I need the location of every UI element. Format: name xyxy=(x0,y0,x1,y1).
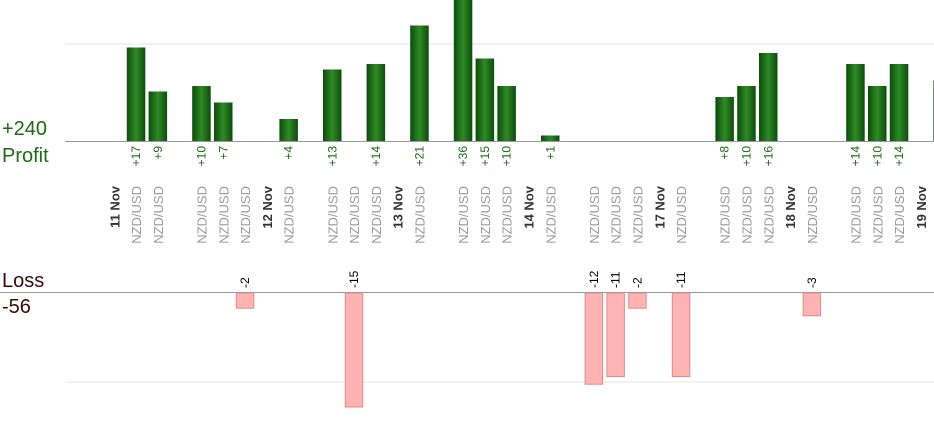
value-label: +10 xyxy=(194,146,208,167)
profit-bar xyxy=(214,102,233,141)
loss-bar xyxy=(671,292,691,378)
value-label: +10 xyxy=(870,146,884,167)
loss-label: Loss xyxy=(2,270,45,292)
pair-label: NZD/USD xyxy=(674,186,689,244)
pair-label: NZD/USD xyxy=(238,186,253,244)
profit-bar xyxy=(192,86,211,141)
profit-bar xyxy=(497,86,516,141)
date-label: 14 Nov xyxy=(521,185,536,228)
value-label: -11 xyxy=(609,271,623,288)
value-label: +14 xyxy=(848,146,862,167)
value-label: +8 xyxy=(718,146,732,160)
profit-bar xyxy=(366,64,386,141)
value-label: +14 xyxy=(892,146,906,167)
profit-bar xyxy=(759,53,778,141)
value-label: +36 xyxy=(456,146,470,167)
date-label: 12 Nov xyxy=(260,185,275,228)
pair-label: NZD/USD xyxy=(369,186,384,244)
value-label: +17 xyxy=(129,146,143,167)
profit-bar xyxy=(715,97,734,141)
value-label: +9 xyxy=(151,146,165,160)
value-label: -12 xyxy=(587,270,601,288)
pair-label: NZD/USD xyxy=(761,186,776,244)
value-label: +13 xyxy=(325,146,339,167)
value-label: -3 xyxy=(805,277,819,288)
value-label: -15 xyxy=(347,270,361,288)
profit-bar xyxy=(846,64,865,141)
value-label: +7 xyxy=(216,146,230,160)
value-label: +16 xyxy=(761,146,775,167)
value-label: +10 xyxy=(739,146,753,167)
loss-bar xyxy=(235,292,255,309)
profit-bar xyxy=(868,86,887,141)
loss-bar xyxy=(344,292,364,408)
value-label: +4 xyxy=(282,146,296,160)
date-label: 13 Nov xyxy=(391,185,406,228)
profit-bar xyxy=(541,135,560,141)
profit-bar xyxy=(148,91,168,141)
pair-label: NZD/USD xyxy=(456,186,471,244)
pair-label: NZD/USD xyxy=(805,186,820,244)
date-label: 19 Nov xyxy=(914,185,929,228)
pair-label: NZD/USD xyxy=(848,186,863,244)
value-label: -2 xyxy=(238,277,252,288)
pair-label: NZD/USD xyxy=(609,186,624,244)
pair-label: NZD/USD xyxy=(587,186,602,244)
profit-total: +240 xyxy=(2,118,48,140)
pair-label: NZD/USD xyxy=(543,186,558,244)
profit-bar xyxy=(126,47,146,141)
pair-label: NZD/USD xyxy=(739,186,754,244)
loss-bar xyxy=(606,292,625,378)
profit-bar xyxy=(410,25,429,141)
pair-label: NZD/USD xyxy=(282,186,297,244)
loss-total: -56 xyxy=(2,296,31,318)
profit-bar xyxy=(279,119,298,141)
profit-bar xyxy=(475,58,495,141)
date-label: 11 Nov xyxy=(107,185,122,228)
axis-lines xyxy=(0,141,934,293)
value-label: +15 xyxy=(478,146,492,167)
value-label: +14 xyxy=(369,146,383,167)
category-labels: 11 Nov 12 Nov 13 Nov 14 Nov 17 Nov 18 Nov 19 N… xyxy=(107,185,929,244)
bars xyxy=(126,0,934,408)
value-label: +10 xyxy=(500,146,514,167)
loss-bar xyxy=(802,292,822,317)
profit-bar xyxy=(453,0,473,141)
pair-label: NZD/USD xyxy=(870,186,885,244)
pair-label: NZD/USD xyxy=(630,186,645,244)
pair-label: NZD/USD xyxy=(151,186,166,244)
value-label: -11 xyxy=(674,271,688,288)
value-label: -2 xyxy=(630,277,644,288)
pair-label: NZD/USD xyxy=(216,186,231,244)
date-label: 17 Nov xyxy=(652,185,667,228)
profit-bar xyxy=(737,86,756,141)
pair-label: NZD/USD xyxy=(718,186,733,244)
loss-bar xyxy=(584,292,604,385)
pair-label: NZD/USD xyxy=(129,186,144,244)
value-labels: +17 +9 +10 +7 -2 +4 +13 -15 +14 +21 +36 +15 +10 +1 -12… xyxy=(129,146,906,288)
profit-label: Profit xyxy=(2,145,49,167)
pair-label: NZD/USD xyxy=(194,186,209,244)
profit-bar xyxy=(323,69,342,141)
pair-label: NZD/USD xyxy=(892,186,907,244)
pair-label: NZD/USD xyxy=(500,186,515,244)
profit-bar xyxy=(889,64,909,141)
pair-label: NZD/USD xyxy=(325,186,340,244)
pair-label: NZD/USD xyxy=(412,186,427,244)
value-label: +1 xyxy=(543,146,557,160)
value-label: +21 xyxy=(412,146,426,167)
grid-lines xyxy=(65,43,934,383)
date-label: 18 Nov xyxy=(783,185,798,228)
pair-label: NZD/USD xyxy=(347,186,362,244)
pair-label: NZD/USD xyxy=(478,186,493,244)
loss-bar xyxy=(628,292,647,309)
